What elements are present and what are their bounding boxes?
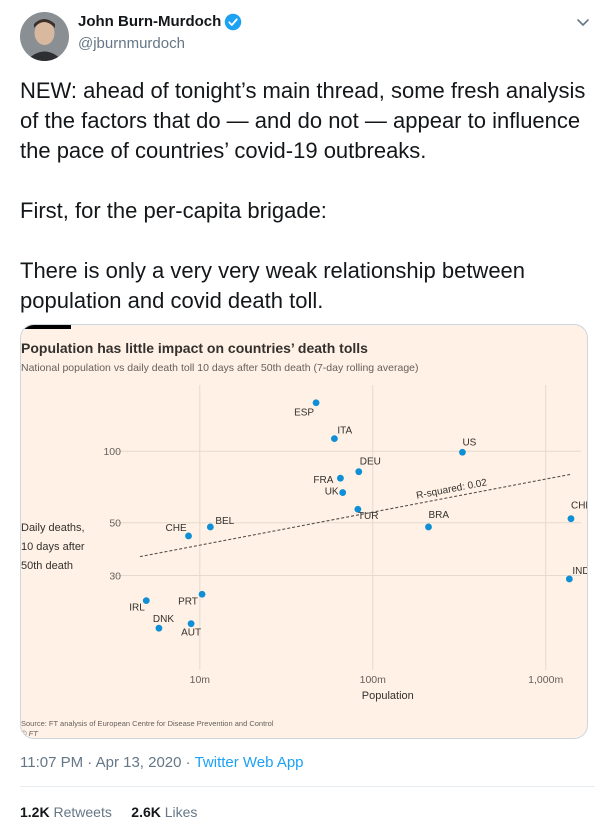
- y-tick-label: 100: [103, 446, 121, 458]
- tweet-stats: 1.2K Retweets 2.6K Likes: [20, 804, 197, 820]
- likes-label: Likes: [164, 804, 198, 820]
- data-point: [206, 523, 214, 531]
- avatar-image: [20, 12, 69, 61]
- source-app-link[interactable]: Twitter Web App: [194, 754, 304, 771]
- data-point: [355, 468, 363, 476]
- data-point: [187, 620, 195, 628]
- data-point: [339, 489, 347, 496]
- ft-accent-bar: [21, 325, 71, 329]
- point-label: TUR: [358, 511, 379, 522]
- data-point: [337, 474, 344, 482]
- data-point: [142, 597, 150, 605]
- x-tick-label: 10m: [190, 674, 211, 686]
- author-name[interactable]: John Burn-Murdoch: [78, 13, 222, 30]
- scatter-chart: 10m 100m 1,000m 30 50 100 R-squared: 0.02 ESP…: [21, 340, 587, 738]
- tweet-paragraph: First, for the per-capita brigade:: [20, 198, 327, 223]
- chart-image[interactable]: 10m 100m 1,000m 30 50 100 R-squared: 0.02 ESP…: [20, 324, 588, 739]
- data-point: [185, 532, 192, 540]
- x-tick-label: 100m: [360, 674, 387, 686]
- y-tick-label: 50: [109, 518, 121, 530]
- point-label: IND: [572, 566, 587, 577]
- chart-credit: © FT: [21, 729, 39, 738]
- data-point: [354, 505, 362, 513]
- tweet-paragraph: There is only a very very weak relations…: [20, 258, 526, 313]
- retweets-stat[interactable]: 1.2K Retweets: [20, 804, 112, 820]
- r-squared-annotation: R-squared: 0.02: [415, 477, 488, 501]
- point-label: AUT: [181, 628, 201, 639]
- point-label: IRL: [129, 603, 145, 614]
- retweets-count: 1.2K: [20, 804, 50, 820]
- data-point: [567, 515, 575, 523]
- likes-stat[interactable]: 2.6K Likes: [131, 804, 197, 820]
- point-label: CHE: [166, 523, 187, 534]
- point-label: ITA: [337, 426, 352, 437]
- timestamp[interactable]: 11:07 PM · Apr 13, 2020 ·: [20, 754, 195, 771]
- tweet-meta: 11:07 PM · Apr 13, 2020 · Twitter Web Ap…: [20, 754, 304, 771]
- tweet-paragraph: NEW: ahead of tonight’s main thread, som…: [20, 78, 586, 163]
- trendline: [139, 473, 572, 558]
- data-point: [198, 590, 206, 598]
- point-label: ESP: [294, 408, 314, 419]
- author-handle[interactable]: @jburnmurdoch: [78, 35, 185, 52]
- data-point: [155, 624, 163, 632]
- avatar[interactable]: [20, 12, 69, 61]
- point-label: DEU: [360, 457, 381, 468]
- data-point: [425, 523, 432, 531]
- point-label: CHN: [571, 501, 587, 512]
- point-label: PRT: [178, 596, 198, 607]
- verified-badge-icon: [224, 13, 242, 31]
- chart-subtitle: National population vs daily death toll …: [21, 362, 419, 374]
- y-axis-label: Daily deaths,: [21, 522, 85, 534]
- tweet-text: NEW: ahead of tonight’s main thread, som…: [20, 76, 595, 316]
- point-label: BEL: [215, 516, 234, 527]
- data-point: [331, 435, 338, 443]
- point-label: DNK: [153, 614, 174, 625]
- y-tick-label: 30: [109, 570, 121, 582]
- point-label: BRA: [428, 510, 449, 521]
- chart-source: Source: FT analysis of European Centre f…: [21, 719, 274, 728]
- point-label: US: [462, 437, 476, 448]
- retweets-label: Retweets: [53, 804, 112, 820]
- y-axis-label: 10 days after: [21, 541, 85, 553]
- divider: [20, 786, 595, 787]
- point-label: UK: [325, 487, 339, 498]
- x-tick-label: 1,000m: [528, 674, 563, 686]
- point-label: FRA: [313, 475, 333, 486]
- y-axis-label: 50th death: [21, 560, 73, 572]
- data-point: [565, 575, 573, 583]
- chart-title: Population has little impact on countrie…: [21, 340, 368, 356]
- data-point: [459, 448, 466, 456]
- chevron-down-icon[interactable]: [575, 14, 591, 30]
- likes-count: 2.6K: [131, 804, 161, 820]
- data-point: [312, 399, 320, 407]
- x-axis-label: Population: [362, 690, 414, 702]
